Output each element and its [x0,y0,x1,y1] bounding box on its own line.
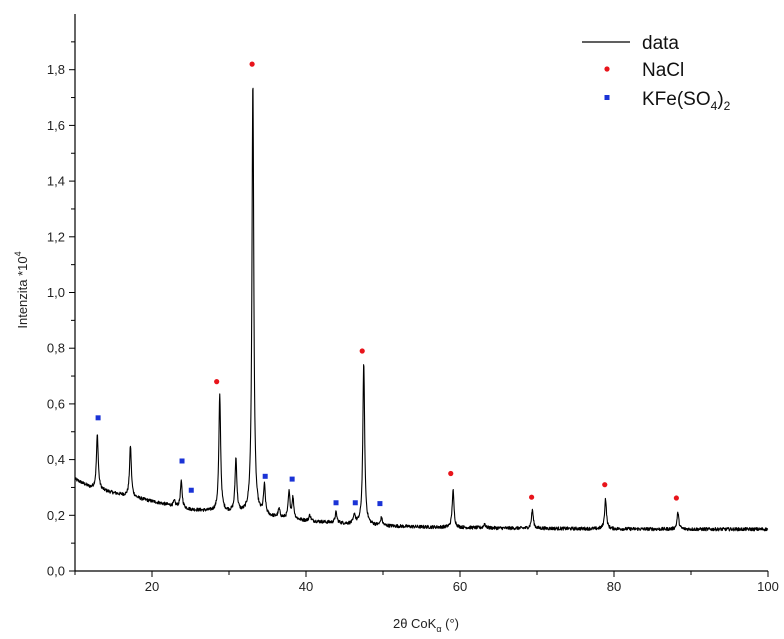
y-tick-label: 0,2 [47,508,65,523]
chart-legend: data NaCl KFe(SO4)2 [582,33,731,113]
nacl-peak-marker [602,482,608,488]
chart-axes: 20 40 60 80 100 0,0 0,2 0,4 0,6 0,8 1,0 1,2 1,4 1,6 1,… [47,14,779,594]
nacl-peak-marker [673,495,679,501]
legend-label-kfeso4: KFe(SO4)2 [642,89,731,113]
y-tick-label: 1,8 [47,62,65,77]
y-tick-label: 0,8 [47,341,65,356]
y-tick-label: 1,2 [47,229,65,244]
nacl-peak-marker [359,348,365,354]
y-axis-title: Intenzita *104 [13,251,30,328]
kfeso4-peak-marker [333,500,339,506]
nacl-peak-marker [214,379,220,385]
x-tick-label: 60 [453,579,467,594]
x-tick-label: 40 [299,579,313,594]
y-tick-label: 1,0 [47,285,65,300]
y-tick-label: 0,6 [47,396,65,411]
nacl-peak-marker [529,494,535,500]
x-axis-title: 2θ CoKα (°) [393,616,459,634]
legend-marker-kfeso4 [604,95,610,100]
legend-marker-nacl [604,66,610,72]
nacl-peak-marker [249,61,255,67]
data-curve [74,87,769,532]
kfeso4-peak-marker [188,487,194,493]
kfeso4-peak-marker [262,473,268,479]
legend-label-nacl: NaCl [642,60,684,81]
kfeso4-peak-marker [289,476,295,482]
phase-markers [95,61,679,507]
x-tick-label: 100 [757,579,779,594]
y-tick-label: 0,0 [47,564,65,579]
x-tick-label: 80 [607,579,621,594]
legend-label-data: data [642,33,679,54]
y-tick-label: 1,6 [47,118,65,133]
data-series [74,87,769,532]
kfeso4-peak-marker [377,501,383,507]
kfeso4-peak-marker [95,415,101,421]
nacl-peak-marker [448,470,454,477]
y-tick-label: 1,4 [47,174,65,189]
kfeso4-peak-marker [179,458,185,464]
kfeso4-peak-marker [352,500,358,506]
y-tick-label: 0,4 [47,452,65,467]
x-tick-label: 20 [145,579,159,594]
